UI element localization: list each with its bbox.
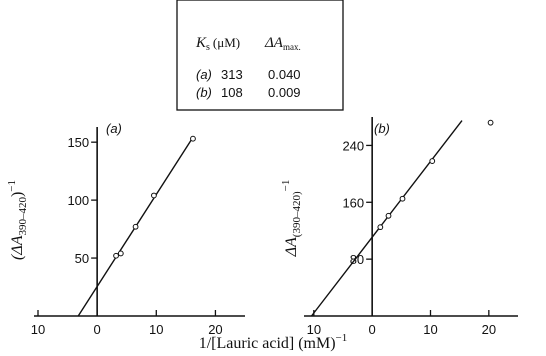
- table-header-ks-sub: s: [206, 42, 210, 53]
- y-axis-label-main: (ΔA: [9, 235, 26, 260]
- svg-text:Ks(μM): Ks (μM): [195, 35, 240, 53]
- svg-text:ΔAmax.: ΔAmax.: [264, 35, 301, 52]
- data-point: [385, 212, 392, 219]
- data-point: [377, 224, 384, 231]
- data-point: [399, 195, 406, 202]
- x-axis-label: 1/[Lauric acid] (mM)−1: [199, 332, 348, 352]
- y-axis-label-exponent: −1: [6, 180, 18, 192]
- x-tick-label: 20: [208, 322, 222, 337]
- y-axis-label-main: ΔA: [283, 237, 300, 257]
- panel-label: (a): [106, 121, 122, 136]
- y-axis-label-sub: 390–420: [17, 197, 29, 236]
- table-header-ks-unit: (μM): [213, 35, 240, 50]
- table-header-da-symbol: ΔA: [264, 35, 284, 51]
- data-point: [151, 192, 157, 199]
- y-axis-label: ΔA(390–420)−1: [280, 180, 303, 258]
- panel-label: (b): [374, 121, 390, 136]
- x-tick-label: 10: [31, 322, 45, 337]
- data-point: [190, 135, 196, 142]
- table-row-a-ks: 313: [221, 67, 243, 82]
- table-row-b-da: 0.009: [268, 85, 301, 100]
- y-axis-label-sub: (390–420): [291, 191, 303, 237]
- x-axis-label-text: 1/[Lauric acid] (mM): [199, 335, 336, 352]
- data-point: [113, 252, 119, 259]
- y-tick-label: 240: [342, 138, 364, 153]
- x-axis-label-exponent: −1: [336, 332, 348, 344]
- y-tick-label: 160: [342, 195, 364, 210]
- y-tick-label: 80: [350, 252, 364, 267]
- y-tick-label: 50: [75, 251, 89, 266]
- y-axis-label-exponent: −1: [280, 180, 292, 192]
- parameter-table: Ks (μM) ΔAmax. (a) 313 0.040 (b) 108 0.00…: [176, 0, 344, 111]
- x-tick-label: 10: [423, 322, 437, 337]
- data-point: [132, 223, 139, 230]
- x-tick-label: 0: [94, 322, 101, 337]
- y-tick-label: 100: [67, 193, 89, 208]
- table-row-a-da: 0.040: [268, 67, 301, 82]
- data-point: [429, 158, 436, 164]
- table-row-b-label: (b): [196, 85, 212, 100]
- data-point: [487, 119, 494, 126]
- x-tick-label: 20: [482, 322, 496, 337]
- y-axis-label: (ΔA390–420)−1: [6, 180, 29, 260]
- y-tick-label: 150: [67, 135, 89, 150]
- y-axis-label-tail: ): [9, 192, 26, 197]
- x-tick-label: 0: [369, 322, 376, 337]
- fit-line: [310, 120, 463, 317]
- x-tick-label: 10: [307, 322, 321, 337]
- x-tick-label: 10: [149, 322, 163, 337]
- table-row-b-ks: 108: [221, 85, 243, 100]
- table-border: [176, 0, 344, 111]
- table-header-da-sub: max.: [283, 42, 301, 52]
- table-row-a-label: (a): [196, 67, 212, 82]
- chart-panel-b: 80 160 240 10 0 10 20 (b) ΔA(390–420)−1: [280, 117, 518, 337]
- table-header-ks-symbol: K: [195, 35, 207, 51]
- data-point: [117, 250, 124, 257]
